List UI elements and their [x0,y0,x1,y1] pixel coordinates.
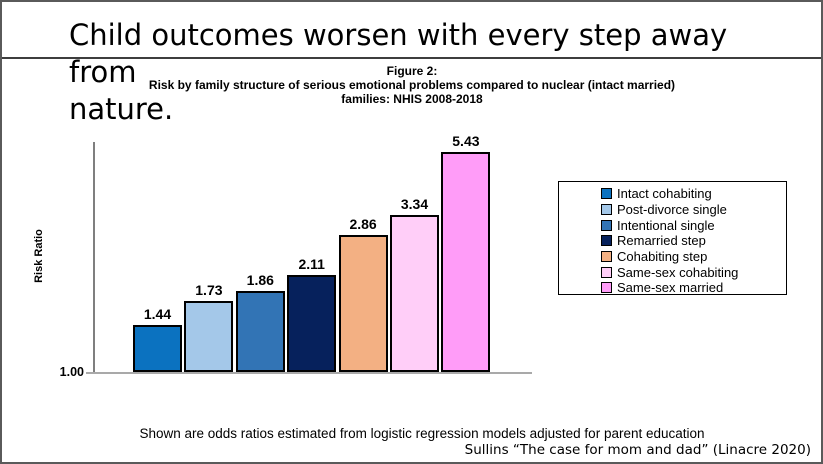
footnote-line-1: Shown are odds ratios estimated from log… [139,426,705,441]
y-axis-tick-label: 1.00 [59,365,84,379]
bar [235,291,285,372]
bar [441,152,491,372]
figure-number: Figure 2: [386,64,438,78]
legend-swatch-icon [601,266,612,278]
source-credit: Sullins “The case for mom and dad” (Lina… [464,442,811,458]
bar-value-label: 1.44 [143,305,172,322]
bar-value-label: 5.43 [452,133,480,149]
bar [390,215,439,372]
legend-swatch-icon [601,188,612,200]
legend: Intact cohabiting Post-divorce single Inte… [558,181,787,295]
legend-item: Remarried step [601,233,786,249]
legend-item-label: Intentional single [617,217,715,233]
legend-swatch-icon [601,204,612,216]
legend-item-label: Cohabiting step [617,249,708,265]
bar [287,274,337,372]
legend-item: Cohabiting step [601,249,786,265]
legend-swatch-icon [601,235,612,247]
bar-value-label: 1.73 [195,281,223,298]
legend-item: Intentional single [601,217,786,233]
bar-value-label: 2.86 [349,216,377,233]
legend-swatch-icon [601,251,612,263]
legend-item: Same-sex cohabiting [601,264,786,280]
figure-caption-line-3: families: NHIS 2008-2018 [341,92,483,106]
title-divider-line [2,57,821,59]
legend-item-label: Intact cohabiting [617,186,712,202]
legend-swatch-icon [601,219,612,231]
bar-value-label: 3.34 [400,196,429,213]
footnote: Shown are odds ratios estimated from log… [92,390,752,462]
bar [133,324,182,372]
legend-swatch-icon [601,282,612,294]
legend-item-label: Remarried step [617,233,706,249]
legend-items: Intact cohabiting Post-divorce single Inte… [601,186,786,296]
legend-item: Same-sex married [601,280,786,296]
page-title-line-1: Child outcomes worsen with every step aw… [69,18,728,89]
legend-item-label: Post-divorce single [617,202,727,218]
x-axis-line [86,372,532,374]
legend-item: Post-divorce single [601,202,786,218]
page-title-line-2: nature. [69,92,174,126]
y-axis-label: Risk Ratio [33,229,45,283]
page-title: Child outcomes worsen with every step aw… [69,17,769,128]
legend-item-label: Same-sex married [617,280,724,296]
y-axis-line [93,142,95,374]
figure-caption-line-2: Risk by family structure of serious emot… [148,78,676,92]
bar-value-label: 2.11 [298,255,325,272]
figure-caption: Figure 2: Risk by family structure of se… [60,64,764,106]
legend-item-label: Same-sex cohabiting [617,264,739,280]
bar [184,300,234,372]
bar-value-label: 1.86 [246,272,274,289]
legend-item: Intact cohabiting [601,186,786,202]
bar [338,235,388,372]
